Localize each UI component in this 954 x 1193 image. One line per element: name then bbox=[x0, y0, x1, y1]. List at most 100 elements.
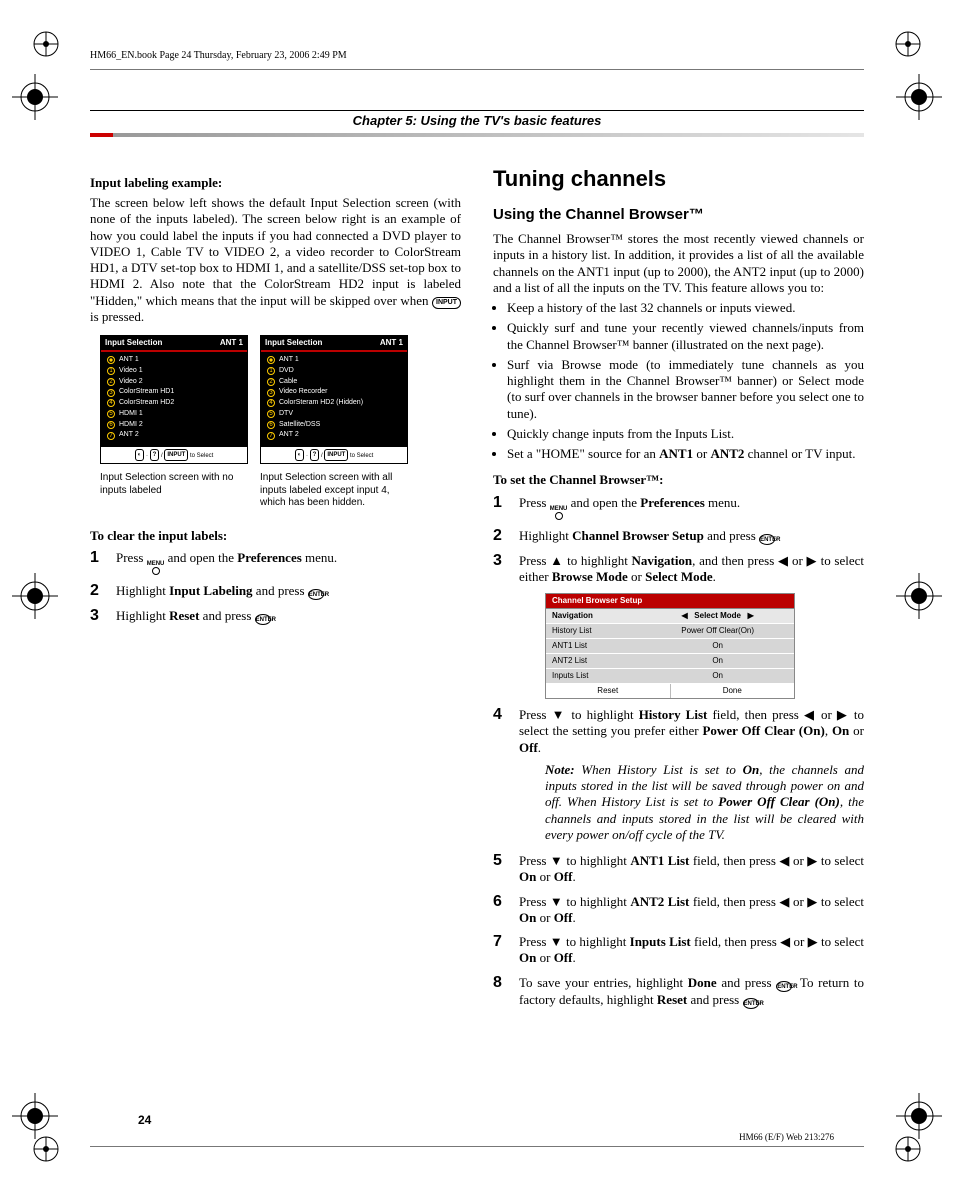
table-row: ANT2 ListOn bbox=[546, 654, 794, 669]
list-item: 3Video Recorder bbox=[267, 387, 403, 398]
steps-list: Press MENU and open the Preferences menu… bbox=[90, 550, 461, 625]
menu-button-icon: MENU bbox=[550, 506, 568, 520]
menu-button-icon: MENU bbox=[147, 561, 165, 575]
channel-browser-setup-table: Channel Browser Setup Navigation◀ Select… bbox=[545, 593, 795, 699]
down-arrow-icon: ▼ bbox=[550, 853, 563, 868]
right-column: Tuning channels Using the Channel Browse… bbox=[493, 165, 864, 1017]
up-arrow-icon: ▲ bbox=[550, 553, 563, 568]
crop-mark-icon bbox=[896, 74, 942, 120]
left-column: Input labeling example: The screen below… bbox=[90, 165, 461, 1017]
rule bbox=[90, 1146, 864, 1147]
section-heading: Input labeling example: bbox=[90, 175, 461, 191]
list-item: 2Cable bbox=[267, 377, 403, 388]
bullet-item: Surf via Browse mode (to immediately tun… bbox=[507, 357, 864, 422]
table-row: Inputs ListOn bbox=[546, 669, 794, 684]
bullet-list: Keep a history of the last 32 channels o… bbox=[507, 300, 864, 462]
list-item: 2Video 2 bbox=[107, 377, 243, 388]
list-item: 7ANT 2 bbox=[107, 430, 243, 441]
right-arrow-icon: ▶ bbox=[808, 934, 818, 949]
step-item: Press MENU and open the Preferences menu… bbox=[493, 495, 864, 520]
step-item: To save your entries, highlight Done and… bbox=[493, 975, 864, 1009]
step-item: Press MENU and open the Preferences menu… bbox=[90, 550, 461, 575]
reg-mark-icon bbox=[32, 30, 60, 58]
enter-button-icon: ENTER bbox=[308, 589, 324, 600]
page-number: 24 bbox=[138, 1113, 151, 1128]
list-item: 4ColorStream HD2 bbox=[107, 398, 243, 409]
bullet-item: Quickly surf and tune your recently view… bbox=[507, 320, 864, 353]
table-row: History ListPower Off Clear(On) bbox=[546, 624, 794, 639]
left-arrow-icon: ◀ bbox=[779, 894, 789, 909]
step-item: Press ▲ to highlight Navigation, and the… bbox=[493, 553, 864, 700]
table-title: Channel Browser Setup bbox=[546, 594, 794, 609]
section-heading: To clear the input labels: bbox=[90, 528, 461, 544]
screenshot-footer: ◐ · ? / INPUT to Select bbox=[261, 446, 407, 463]
list-item: 6Satellite/DSS bbox=[267, 420, 403, 431]
table: Navigation◀ Select Mode ▶ History ListPo… bbox=[546, 609, 794, 684]
crop-mark-icon bbox=[12, 74, 58, 120]
down-arrow-icon: ▼ bbox=[552, 707, 567, 722]
input-list: ANT 1 1Video 1 2Video 2 3ColorStream HD1… bbox=[101, 352, 247, 446]
enter-button-icon: ENTER bbox=[255, 614, 271, 625]
reset-cell: Reset bbox=[546, 684, 671, 698]
rule bbox=[90, 69, 864, 70]
crop-mark-icon bbox=[896, 573, 942, 619]
reg-mark-icon bbox=[894, 30, 922, 58]
input-selection-screenshot: Input Selection ANT 1 ANT 1 1Video 1 2Vi… bbox=[100, 335, 248, 464]
right-arrow-icon: ▶ bbox=[837, 707, 849, 722]
input-button-icon: INPUT bbox=[432, 297, 461, 309]
screenshot-footer: ◐ · ? / INPUT to Select bbox=[101, 446, 247, 463]
footer-code: HM66 (E/F) Web 213:276 bbox=[739, 1132, 834, 1143]
enter-button-icon: ENTER bbox=[776, 981, 792, 992]
bullet-item: Keep a history of the last 32 channels o… bbox=[507, 300, 864, 316]
enter-button-icon: ENTER bbox=[743, 998, 759, 1009]
section-heading: To set the Channel Browser™: bbox=[493, 472, 864, 488]
list-item: 5DTV bbox=[267, 409, 403, 420]
crop-mark-icon bbox=[896, 1093, 942, 1139]
section-subheading: Using the Channel Browser™ bbox=[493, 206, 864, 225]
crop-mark-icon bbox=[12, 573, 58, 619]
right-arrow-icon: ▶ bbox=[807, 853, 817, 868]
running-head: HM66_EN.book Page 24 Thursday, February … bbox=[90, 50, 864, 63]
screenshot-titlebar: Input Selection ANT 1 bbox=[101, 336, 247, 352]
table-row: ANT1 ListOn bbox=[546, 639, 794, 654]
left-arrow-icon: ◀ bbox=[780, 934, 790, 949]
bullet-item: Set a "HOME" source for an ANT1 or ANT2 … bbox=[507, 446, 864, 462]
list-item: 4ColorSteram HD2 (Hidden) bbox=[267, 398, 403, 409]
rule bbox=[90, 133, 864, 137]
caption: Input Selection screen with no inputs la… bbox=[100, 472, 248, 510]
table-row: Navigation◀ Select Mode ▶ bbox=[546, 609, 794, 624]
reg-mark-icon bbox=[32, 1135, 60, 1163]
step-item: Press ▼ to highlight ANT1 List field, th… bbox=[493, 853, 864, 886]
screenshot-titlebar: Input Selection ANT 1 bbox=[261, 336, 407, 352]
list-item: 1DVD bbox=[267, 366, 403, 377]
step-item: Press ▼ to highlight History List field,… bbox=[493, 707, 864, 843]
columns: Input labeling example: The screen below… bbox=[90, 165, 864, 1017]
note-text: Note: When History List is set to On, th… bbox=[545, 762, 864, 843]
body-text: The screen below left shows the default … bbox=[90, 195, 461, 325]
steps-list: Press MENU and open the Preferences menu… bbox=[493, 495, 864, 1009]
step-item: Highlight Channel Browser Setup and pres… bbox=[493, 528, 864, 545]
right-arrow-icon: ▶ bbox=[807, 553, 817, 568]
step-item: Highlight Reset and press ENTER. bbox=[90, 608, 461, 625]
list-item: ANT 1 bbox=[267, 355, 403, 366]
list-item: 6HDMI 2 bbox=[107, 420, 243, 431]
done-cell: Done bbox=[671, 684, 795, 698]
input-selection-screenshot: Input Selection ANT 1 ANT 1 1DVD 2Cable … bbox=[260, 335, 408, 464]
caption-row: Input Selection screen with no inputs la… bbox=[100, 472, 461, 510]
table-footer: Reset Done bbox=[546, 684, 794, 698]
reg-mark-icon bbox=[894, 1135, 922, 1163]
left-arrow-icon: ◀ bbox=[804, 707, 816, 722]
down-arrow-icon: ▼ bbox=[550, 894, 563, 909]
down-arrow-icon: ▼ bbox=[550, 934, 563, 949]
body-text: The Channel Browser™ stores the most rec… bbox=[493, 231, 864, 296]
page: HM66_EN.book Page 24 Thursday, February … bbox=[0, 0, 954, 1193]
bullet-item: Quickly change inputs from the Inputs Li… bbox=[507, 426, 864, 442]
list-item: ANT 1 bbox=[107, 355, 243, 366]
left-arrow-icon: ◀ bbox=[778, 553, 788, 568]
list-item: 3ColorStream HD1 bbox=[107, 387, 243, 398]
screenshot-row: Input Selection ANT 1 ANT 1 1Video 1 2Vi… bbox=[100, 335, 461, 464]
crop-mark-icon bbox=[12, 1093, 58, 1139]
input-list: ANT 1 1DVD 2Cable 3Video Recorder 4Color… bbox=[261, 352, 407, 446]
section-heading: Tuning channels bbox=[493, 165, 864, 193]
left-arrow-icon: ◀ bbox=[779, 853, 789, 868]
